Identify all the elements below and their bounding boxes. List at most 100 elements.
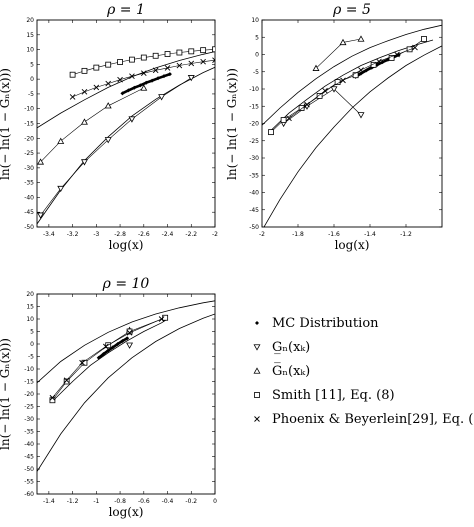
data-point-triangle-down (357, 112, 365, 119)
plot-frame (261, 19, 443, 228)
y-tick-label: -50 (24, 466, 34, 473)
x-tick-label: -3.4 (43, 231, 55, 238)
data-point-square (140, 54, 147, 61)
data-point-cross (81, 89, 88, 95)
series-cross (69, 57, 215, 100)
x-tick-label: -1.4 (364, 231, 376, 238)
legend-label: MC Distribution (272, 316, 379, 331)
series-bound-curve (37, 66, 215, 225)
y-tick-label: -10 (249, 86, 259, 93)
y-tick-label: -20 (24, 391, 34, 398)
data-point-square (280, 117, 287, 123)
y-tick-label: -25 (24, 150, 34, 157)
legend-label: Phoenix & Beyerlein[29], Eq. (86) (272, 412, 474, 427)
data-point-square (152, 52, 159, 59)
data-point-square (268, 129, 274, 136)
series-triangle-up (312, 35, 365, 71)
data-point-square (298, 105, 305, 111)
y-tick-label: 20 (26, 17, 34, 24)
series-line (40, 87, 144, 163)
legend-label: Smith [11], Eq. (8) (272, 388, 395, 403)
data-point-mc (126, 88, 131, 93)
data-point-square (176, 49, 183, 56)
series-square (268, 36, 427, 136)
chart-title: ρ = 1 (106, 2, 145, 18)
data-point-square (406, 46, 413, 53)
series-diamond (96, 336, 130, 360)
legend: MC Distribution G̲ₙ(xₖ) G̅ₙ(xₖ) Smith [11],… (253, 316, 474, 427)
legend-marker-cross (254, 416, 260, 422)
y-tick-label: 10 (26, 316, 34, 323)
data-point-triangle-up (57, 137, 65, 144)
data-point-square (212, 46, 215, 53)
data-point-triangle-down (187, 75, 195, 82)
y-tick-label: 20 (26, 291, 34, 298)
data-point-mc (150, 78, 155, 83)
plot-area (37, 46, 215, 225)
data-point-cross (126, 329, 133, 336)
data-point-triangle-up (140, 84, 148, 91)
x-axis-label: log(x) (109, 505, 144, 519)
data-point-square (49, 397, 56, 404)
bound-curve-line (37, 300, 215, 384)
data-point-triangle-down (126, 342, 134, 349)
chart-panel-2: 10 5 0 -5 -10 -15 -20 -25 -30 -35 -40 -45 -50-2 -1.8 -… (225, 2, 443, 252)
data-point-square (188, 48, 195, 55)
data-point-cross (63, 377, 70, 384)
legend-marker-triangle-up (253, 367, 261, 374)
data-point-triangle-down (104, 137, 112, 144)
series-line (52, 318, 162, 398)
bound-curve-line (37, 66, 215, 225)
data-point-cross (152, 67, 159, 74)
data-point-triangle-down (80, 159, 88, 166)
bound-curve-line (37, 51, 215, 129)
data-point-mc (120, 91, 125, 96)
data-point-mc (101, 352, 106, 356)
data-point-square (421, 36, 427, 42)
y-tick-label: 5 (30, 61, 34, 68)
y-tick-label: 15 (26, 304, 34, 311)
data-point-cross (176, 62, 183, 69)
x-tick-label: -0.6 (138, 498, 150, 505)
y-tick-label: -30 (249, 155, 259, 162)
y-tick-label: -25 (249, 138, 259, 145)
y-axis-label: ln(− ln(1 − Gₙ(x))) (0, 68, 12, 180)
data-point-triangle-up (80, 118, 88, 125)
data-point-cross (394, 51, 400, 58)
data-point-cross (200, 58, 206, 65)
data-point-cross (105, 80, 112, 87)
y-tick-label: 0 (255, 52, 259, 59)
series-bound-curve (37, 300, 215, 384)
bound-curve-line (37, 313, 215, 472)
data-point-square (117, 59, 123, 65)
y-tick-label: -15 (24, 379, 34, 386)
data-point-square (81, 67, 88, 74)
series-line (40, 77, 192, 216)
y-tick-label: -40 (249, 190, 259, 197)
bound-curve-line (262, 24, 442, 126)
x-axis-label: log(x) (335, 238, 370, 252)
x-tick-label: -1.4 (43, 498, 55, 505)
x-tick-label: -0.8 (114, 498, 126, 505)
y-tick-label: -5 (28, 91, 34, 98)
data-point-triangle-up (104, 102, 112, 109)
y-tick-label: -45 (24, 454, 34, 461)
data-point-mc (115, 342, 120, 346)
data-point-cross (188, 60, 195, 67)
y-tick-label: -50 (249, 224, 259, 231)
bound-curve-line (270, 39, 434, 131)
data-point-triangle-up (357, 35, 365, 42)
legend-marker-triangle-down (253, 344, 261, 351)
data-point-triangle-down (37, 212, 45, 219)
data-point-cross (164, 65, 171, 71)
data-point-cross (140, 70, 147, 77)
data-point-cross (340, 77, 346, 84)
series-bound-curve (54, 318, 168, 400)
legend-label: G̅ₙ(xₖ) (272, 363, 310, 379)
series-triangle-up (37, 84, 148, 165)
y-tick-label: -35 (249, 172, 259, 179)
y-tick-label: -25 (24, 404, 34, 411)
bound-curve-line (54, 318, 168, 400)
data-point-mc (96, 355, 101, 360)
